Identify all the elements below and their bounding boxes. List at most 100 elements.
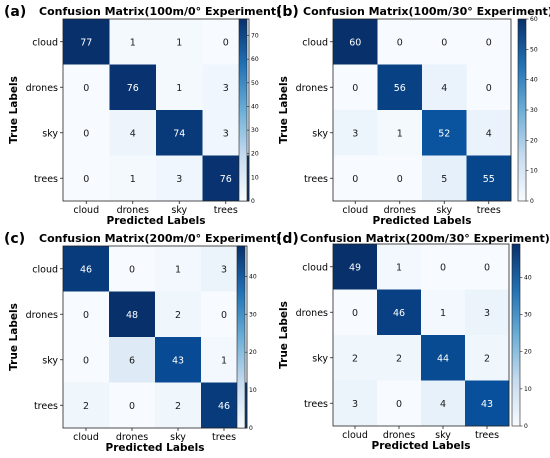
cell-value-label: 46 <box>393 308 405 319</box>
heatmap-cell <box>156 110 203 156</box>
cell-value-label: 5 <box>441 174 447 185</box>
heatmap-cell <box>377 110 423 156</box>
heatmap-cell <box>155 337 202 383</box>
cell-value-label: 4 <box>440 399 446 410</box>
x-tick-label: drones <box>116 432 148 443</box>
y-tick-label: drones <box>26 83 58 94</box>
heatmap-cell <box>421 335 466 381</box>
cell-value-label: 46 <box>218 401 230 412</box>
cell-value-label: 1 <box>175 264 181 275</box>
cell-value-label: 2 <box>396 353 402 364</box>
heatmap-cell <box>333 64 378 111</box>
colorbar <box>236 245 246 429</box>
colorbar-tick-label: 70 <box>251 33 259 40</box>
heatmap-frame <box>62 245 248 429</box>
heatmap-cell <box>63 337 110 383</box>
heatmap-cell <box>465 380 510 427</box>
colorbar-tick-label: 40 <box>530 77 538 84</box>
colorbar-tick-label: 20 <box>530 137 538 144</box>
x-tick-label: drones <box>383 430 415 441</box>
x-axis-title: Predicted Labels <box>106 442 205 454</box>
y-tick-label: cloud <box>302 262 328 273</box>
colorbar-tick-label: 0 <box>249 425 253 432</box>
x-axis-title: Predicted Labels <box>107 215 206 227</box>
heatmap-cell <box>155 291 202 338</box>
cell-value-label: 43 <box>172 355 184 366</box>
y-tick-label: drones <box>296 308 328 319</box>
colorbar-tick-label: 20 <box>251 151 259 158</box>
colorbar-tick-label: 10 <box>530 168 538 175</box>
cell-value-label: 2 <box>175 401 181 412</box>
panel-label: (a) <box>4 4 26 20</box>
y-tick-label: cloud <box>302 37 328 48</box>
cell-value-label: 2 <box>352 353 358 364</box>
chart-title: Confusion Matrix(200m/0° Experiment) <box>39 232 281 245</box>
x-tick-label: sky <box>171 205 187 216</box>
cell-value-label: 2 <box>484 353 490 364</box>
panel-label: (b) <box>276 4 299 20</box>
cell-value-label: 0 <box>486 37 492 48</box>
heatmap-cell <box>377 244 422 290</box>
x-tick-label: sky <box>170 432 186 443</box>
heatmap-cell <box>333 244 378 290</box>
colorbar-tick-label: 0 <box>530 198 534 205</box>
heatmap-cell <box>465 335 510 381</box>
colorbar-tick-label: 0 <box>251 198 255 205</box>
cell-value-label: 3 <box>484 308 490 319</box>
heatmap-cell <box>377 64 423 111</box>
colorbar-tick-label: 60 <box>251 56 259 63</box>
y-axis-title: True Labels <box>8 303 20 371</box>
heatmap-cell <box>109 246 156 292</box>
colorbar-tick-label: 40 <box>524 274 532 281</box>
heatmap-cell <box>333 380 378 427</box>
cell-value-label: 0 <box>486 83 492 94</box>
colorbar-tick-label: 60 <box>530 16 538 23</box>
x-tick-label: cloud <box>342 430 368 441</box>
cell-value-label: 48 <box>126 310 138 321</box>
y-axis-title: True Labels <box>278 301 290 369</box>
colorbar <box>238 18 248 202</box>
heatmap-frame <box>332 18 512 202</box>
y-tick-label: trees <box>34 174 58 185</box>
heatmap-cell <box>156 155 203 202</box>
cell-value-label: 1 <box>396 262 402 273</box>
cell-value-label: 2 <box>83 401 89 412</box>
x-tick-label: drones <box>384 205 416 216</box>
cell-value-label: 4 <box>441 83 447 94</box>
heatmap-cell <box>333 289 378 336</box>
y-tick-label: trees <box>304 174 328 185</box>
chart-title: Confusion Matrix(200m/30° Experiment) <box>300 232 550 245</box>
cell-value-label: 60 <box>349 37 361 48</box>
y-tick-label: trees <box>304 399 328 410</box>
x-tick-label: sky <box>435 430 451 441</box>
y-axis-title: True Labels <box>278 76 290 144</box>
heatmap-cell <box>466 19 512 65</box>
cell-value-label: 0 <box>223 37 229 48</box>
cell-value-label: 0 <box>129 401 135 412</box>
heatmap-cell <box>377 335 422 381</box>
cell-value-label: 0 <box>352 308 358 319</box>
x-tick-label: trees <box>477 205 501 216</box>
cell-value-label: 0 <box>83 128 89 139</box>
heatmap-cell <box>63 64 110 111</box>
heatmap-cell <box>333 155 378 202</box>
heatmap-cell <box>466 155 512 202</box>
x-tick-label: sky <box>436 205 452 216</box>
colorbar-tick-label: 20 <box>249 349 257 356</box>
cell-value-label: 3 <box>223 83 229 94</box>
cell-value-label: 0 <box>396 399 402 410</box>
heatmap-cell <box>466 110 512 156</box>
heatmap-cell <box>109 19 157 65</box>
heatmap-cell <box>63 155 110 202</box>
heatmap-cell <box>63 110 110 156</box>
heatmap-cell <box>155 382 202 429</box>
heatmap-cell <box>421 380 466 427</box>
cell-value-label: 0 <box>397 37 403 48</box>
heatmap-cell <box>421 289 466 336</box>
heatmap-cell <box>155 246 202 292</box>
cell-value-label: 44 <box>437 353 449 364</box>
colorbar-tick-label: 50 <box>530 46 538 53</box>
colorbar-tick-label: 30 <box>524 312 532 319</box>
heatmap-cell <box>63 19 110 65</box>
cell-value-label: 3 <box>352 128 358 139</box>
